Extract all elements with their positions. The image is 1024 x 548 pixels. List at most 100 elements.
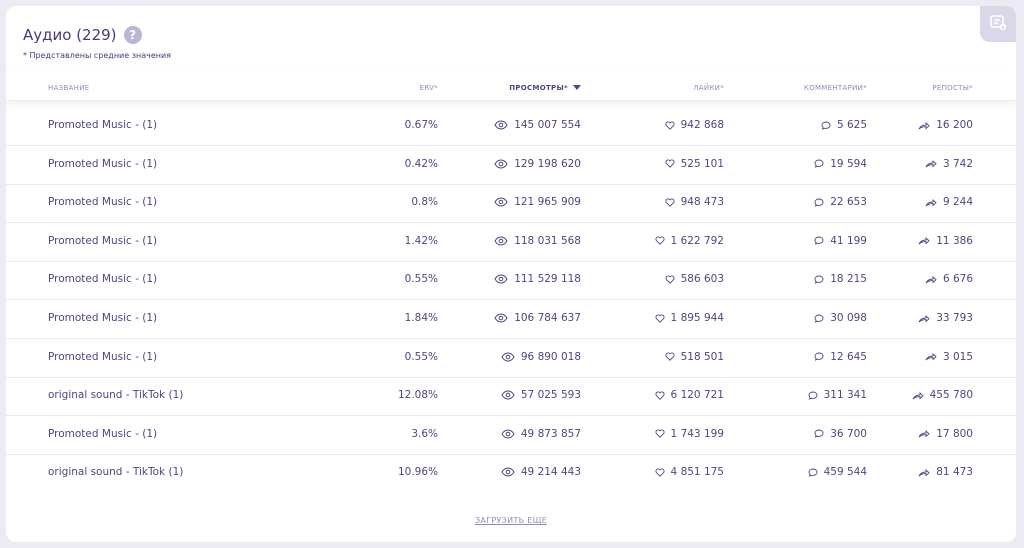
reposts-value: 455 780: [912, 389, 973, 401]
comments-value: 18 215: [814, 273, 867, 285]
reposts-value: 33 793: [918, 312, 973, 324]
erv-label: 10.96%: [397, 466, 438, 479]
erv-label: 0.8%: [411, 196, 438, 209]
reposts-label: 3 742: [942, 157, 973, 170]
comment-icon: [814, 159, 824, 168]
comments-value: 12 645: [814, 351, 867, 363]
share-icon: [918, 121, 930, 130]
share-icon: [925, 275, 937, 284]
erv-value: 0.8%: [411, 196, 438, 208]
audio-name-label: Promoted Music - (1): [48, 157, 158, 170]
audio-name-label: Promoted Music - (1): [48, 350, 158, 363]
column-header-name[interactable]: НАЗВАНИЕ: [48, 84, 90, 92]
views-label: 49 873 857: [520, 427, 581, 440]
audio-name-label: Promoted Music - (1): [48, 273, 158, 286]
reposts-value: 16 200: [918, 119, 973, 131]
table-row[interactable]: Promoted Music - (1) 1.42% 118 031 568 1…: [6, 223, 1016, 262]
likes-value: 1 622 792: [655, 235, 724, 247]
eye-icon: [494, 313, 508, 323]
table-row[interactable]: Promoted Music - (1) 0.55% 111 529 118 5…: [6, 261, 1016, 301]
likes-label: 948 473: [680, 196, 724, 209]
comments-value: 30 098: [814, 312, 867, 324]
heart-icon: [655, 313, 665, 323]
table-row[interactable]: Promoted Music - (1) 0.67% 145 007 554 9…: [6, 107, 1016, 146]
views-value: 96 890 018: [501, 351, 581, 363]
audio-name[interactable]: original sound - TikTok (1): [48, 466, 183, 478]
reposts-value: 9 244: [925, 196, 973, 208]
audio-name[interactable]: original sound - TikTok (1): [48, 389, 183, 401]
table-row[interactable]: original sound - TikTok (1) 12.08% 57 02…: [6, 377, 1016, 417]
reposts-label: 33 793: [936, 312, 973, 324]
eye-icon: [494, 236, 508, 246]
likes-value: 948 473: [665, 196, 724, 208]
views-label: 129 198 620: [514, 157, 581, 170]
comments-label: 22 653: [830, 196, 867, 209]
eye-icon: [501, 467, 515, 477]
share-icon: [918, 314, 930, 323]
comment-icon: [814, 198, 824, 207]
column-header-reposts[interactable]: РЕПОСТЫ*: [932, 84, 973, 92]
audio-name[interactable]: Promoted Music - (1): [48, 351, 157, 363]
audio-name-label: original sound - TikTok (1): [48, 466, 184, 479]
likes-label: 518 501: [680, 350, 724, 363]
likes-value: 1 895 944: [655, 312, 724, 324]
help-icon[interactable]: ?: [123, 26, 142, 44]
views-value: 106 784 637: [494, 312, 581, 324]
audio-name[interactable]: Promoted Music - (1): [48, 235, 157, 247]
export-button[interactable]: [980, 6, 1016, 42]
views-value: 57 025 593: [501, 389, 581, 401]
comments-label: 36 700: [830, 427, 867, 440]
column-header-views[interactable]: ПРОСМОТРЫ*: [509, 84, 581, 92]
sort-desc-icon: [573, 85, 581, 90]
views-label: 96 890 018: [520, 350, 581, 363]
erv-value: 1.84%: [405, 312, 438, 324]
table-row[interactable]: original sound - TikTok (1) 10.96% 49 21…: [6, 454, 1016, 492]
reposts-label: 16 200: [936, 119, 973, 131]
table-row[interactable]: Promoted Music - (1) 3.6% 49 873 857 1 7…: [6, 416, 1016, 455]
heart-icon: [665, 198, 675, 207]
comments-label: 459 544: [823, 466, 867, 479]
heart-icon: [665, 159, 675, 168]
table-row[interactable]: Promoted Music - (1) 0.55% 96 890 018 51…: [6, 339, 1016, 378]
column-header-erv[interactable]: ERV*: [419, 84, 438, 92]
audio-name-label: Promoted Music - (1): [48, 119, 158, 131]
erv-label: 1.84%: [404, 312, 438, 324]
table-row[interactable]: Promoted Music - (1) 0.8% 121 965 909 94…: [6, 184, 1016, 224]
comment-icon: [808, 391, 818, 400]
load-more-button[interactable]: ЗАГРУЗИТЬ ЕЩЕ: [475, 516, 547, 525]
comments-label: 12 645: [830, 350, 867, 363]
comments-value: 36 700: [814, 428, 867, 440]
table-row[interactable]: Promoted Music - (1) 1.84% 106 784 637 1…: [6, 300, 1016, 339]
erv-label: 0.67%: [404, 119, 438, 131]
audio-name[interactable]: Promoted Music - (1): [48, 158, 157, 170]
heart-icon: [665, 352, 675, 361]
audio-name[interactable]: Promoted Music - (1): [48, 196, 157, 208]
erv-label: 0.42%: [404, 157, 438, 170]
comment-icon: [814, 314, 824, 323]
heart-icon: [655, 468, 665, 477]
table-header: НАЗВАНИЕ ERV* ПРОСМОТРЫ* ЛАЙКИ* КОММЕНТА…: [6, 66, 1016, 101]
column-header-views-label: ПРОСМОТРЫ*: [509, 84, 568, 92]
comment-icon: [814, 236, 824, 246]
erv-label: 0.55%: [404, 273, 438, 286]
likes-label: 6 120 721: [670, 389, 724, 402]
likes-label: 586 603: [680, 273, 724, 286]
audio-name[interactable]: Promoted Music - (1): [48, 428, 157, 440]
column-header-likes[interactable]: ЛАЙКИ*: [693, 84, 724, 92]
views-value: 145 007 554: [494, 119, 581, 131]
audio-table-card: Аудио (229) ? * Представлены средние зна…: [6, 6, 1016, 542]
column-header-comments[interactable]: КОММЕНТАРИИ*: [803, 84, 867, 92]
erv-value: 1.42%: [405, 235, 438, 247]
erv-value: 0.42%: [405, 158, 438, 170]
audio-name[interactable]: Promoted Music - (1): [48, 119, 157, 131]
views-value: 49 873 857: [501, 428, 581, 440]
table-row[interactable]: Promoted Music - (1) 0.42% 129 198 620 5…: [6, 146, 1016, 185]
erv-label: 3.6%: [411, 427, 438, 440]
audio-name[interactable]: Promoted Music - (1): [48, 273, 157, 285]
eye-icon: [501, 390, 515, 400]
audio-name[interactable]: Promoted Music - (1): [48, 312, 157, 324]
views-value: 118 031 568: [494, 235, 581, 247]
likes-label: 1 743 199: [670, 427, 724, 440]
erv-label: 1.42%: [404, 234, 438, 247]
audio-name-label: Promoted Music - (1): [48, 196, 158, 209]
